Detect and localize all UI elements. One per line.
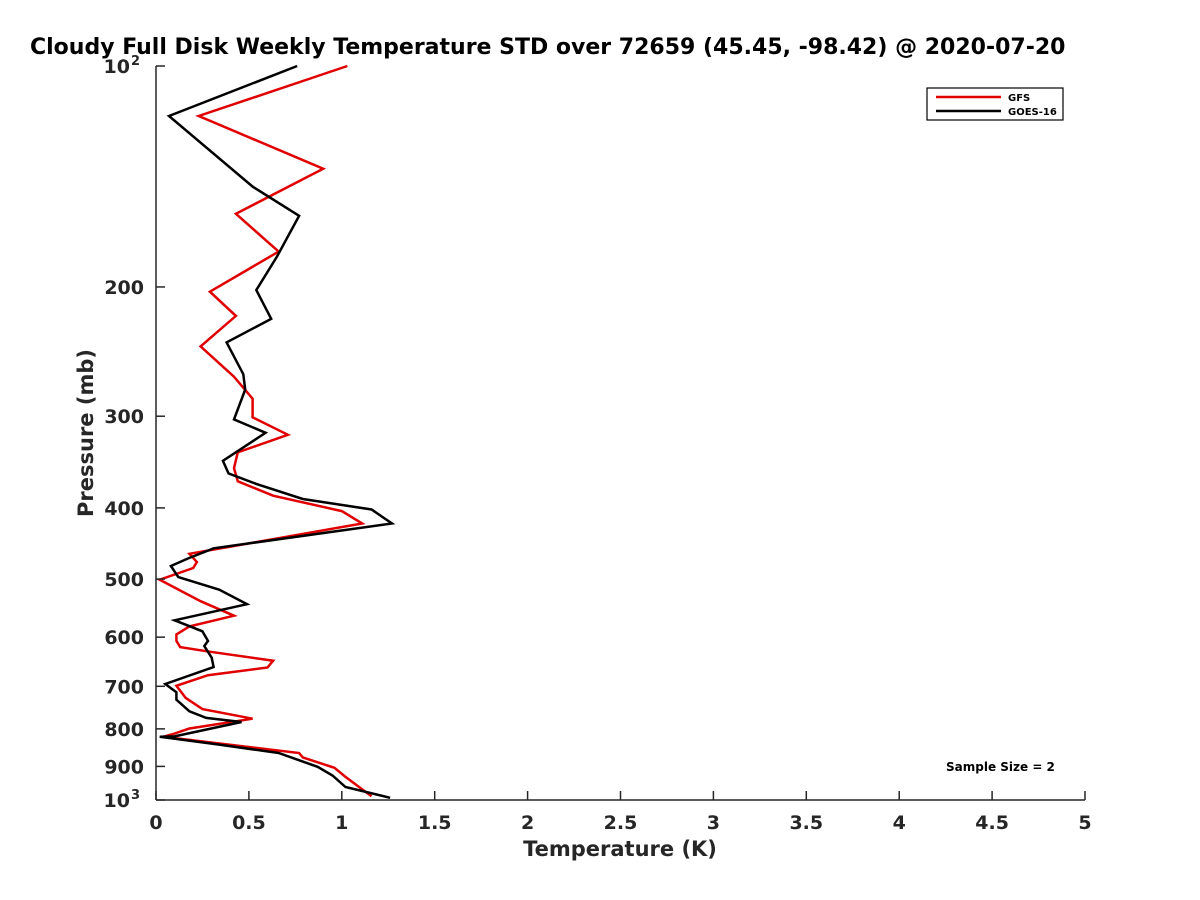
x-axis: 0 0.5 1 1.5 2 2.5 3 3.5 4 4.5 5 bbox=[149, 791, 1092, 834]
x-tick-label: 3 bbox=[707, 812, 720, 834]
x-tick-label: 3.5 bbox=[789, 812, 823, 834]
plot-area bbox=[156, 64, 396, 800]
x-tick-label: 2.5 bbox=[604, 812, 638, 834]
x-tick-label: 0.5 bbox=[232, 812, 266, 834]
x-tick-label: 2 bbox=[521, 812, 534, 834]
y-tick-label: 600 bbox=[104, 627, 144, 649]
y-tick-label: 400 bbox=[104, 498, 144, 520]
legend: GFS GOES-16 bbox=[926, 87, 1064, 121]
y-tick-label: 10 bbox=[104, 790, 130, 812]
y-tick-label: 500 bbox=[104, 569, 144, 591]
chart-title: Cloudy Full Disk Weekly Temperature STD … bbox=[30, 35, 1065, 60]
y-tick-exponent: 3 bbox=[131, 788, 140, 803]
series-line-goes-16 bbox=[159, 64, 396, 800]
x-tick-label: 5 bbox=[1078, 812, 1091, 834]
series-line-gfs bbox=[156, 64, 373, 798]
y-tick-label: 800 bbox=[104, 719, 144, 741]
y-tick-label: 700 bbox=[104, 676, 144, 698]
x-tick-label: 4 bbox=[893, 812, 906, 834]
y-axis-label: Pressure (mb) bbox=[74, 349, 98, 517]
x-tick-label: 0 bbox=[149, 812, 162, 834]
x-tick-label: 4.5 bbox=[975, 812, 1009, 834]
x-tick-label: 1.5 bbox=[418, 812, 452, 834]
legend-label-goes-16: GOES-16 bbox=[1008, 107, 1057, 118]
legend-label-gfs: GFS bbox=[1008, 93, 1030, 104]
x-tick-label: 1 bbox=[335, 812, 348, 834]
sample-size-annotation: Sample Size = 2 bbox=[946, 760, 1055, 774]
legend-box bbox=[926, 87, 1064, 121]
y-tick-label: 300 bbox=[104, 406, 144, 428]
x-axis-label: Temperature (K) bbox=[523, 837, 717, 861]
y-tick-label: 10 bbox=[104, 56, 130, 78]
y-tick-label: 900 bbox=[104, 756, 144, 778]
y-tick-exponent: 2 bbox=[131, 54, 140, 69]
y-tick-label: 200 bbox=[104, 277, 144, 299]
